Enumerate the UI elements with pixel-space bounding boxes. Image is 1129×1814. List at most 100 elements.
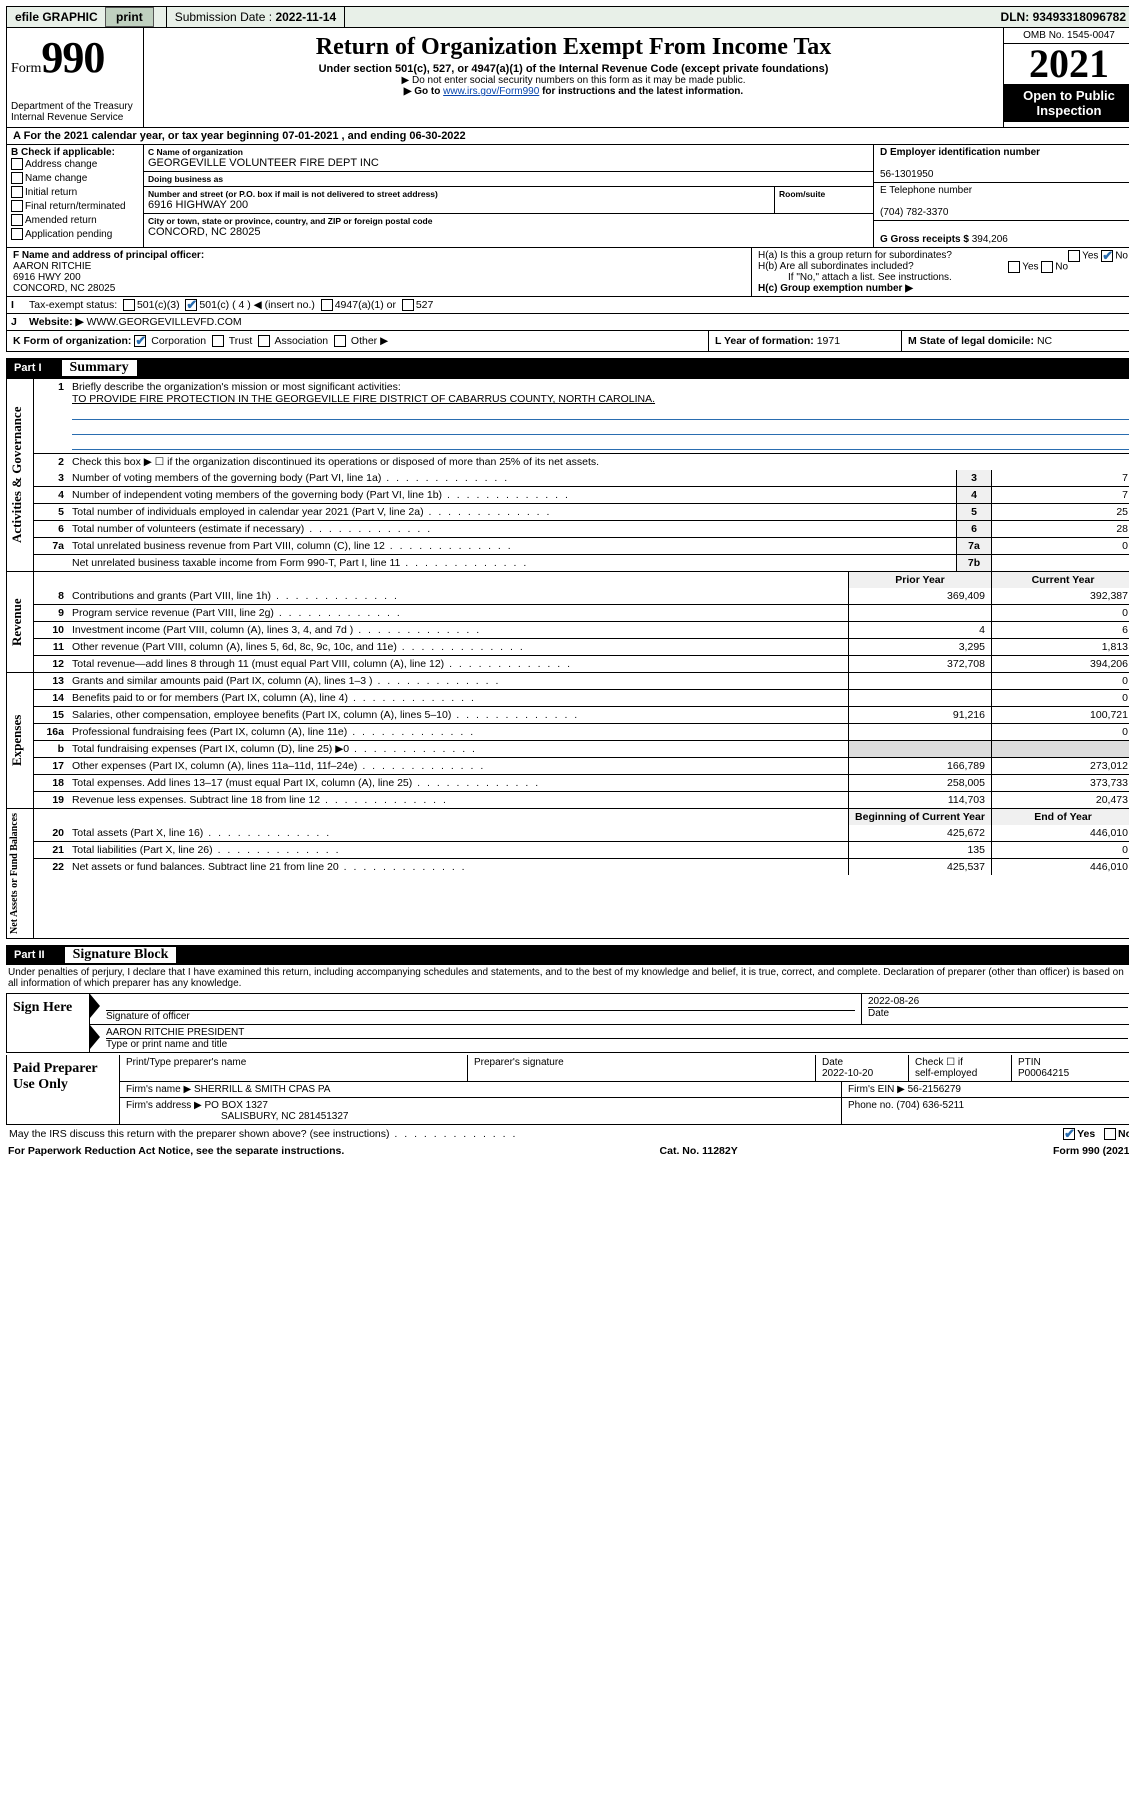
efile-label: efile GRAPHIC [15,10,98,24]
line-num: b [34,741,68,757]
opt-4947: 4947(a)(1) or [335,299,396,311]
line-text: Investment income (Part VIII, column (A)… [68,622,848,638]
l-label: L Year of formation: [715,335,814,347]
self-emp-b: self-employed [915,1068,977,1079]
line-val: 28 [991,521,1129,537]
tax-period-row: A For the 2021 calendar year, or tax yea… [6,128,1129,145]
hb-no[interactable] [1041,261,1053,273]
firm-ein-label: Firm's EIN ▶ [848,1084,905,1095]
ptin-value: P00064215 [1018,1068,1069,1079]
table-row: 16a Professional fundraising fees (Part … [34,723,1129,740]
prior-val: 425,672 [848,825,991,841]
dln-value: 93493318096782 [1033,10,1126,24]
opt-corp: Corporation [151,335,206,347]
curr-val: 0 [991,605,1129,621]
mission-line [72,421,1129,435]
chk-other[interactable] [334,335,346,347]
line-num: 10 [34,622,68,638]
open-public-badge: Open to Public Inspection [1004,84,1129,122]
chk-name-change[interactable] [11,172,23,184]
dept-treasury: Department of the Treasury Internal Reve… [11,101,139,123]
k-label: K Form of organization: [13,335,131,347]
line-text: Net assets or fund balances. Subtract li… [68,859,848,875]
irs-link[interactable]: www.irs.gov/Form990 [443,86,539,97]
curr-val: 1,813 [991,639,1129,655]
chk-app-pending[interactable] [11,228,23,240]
org-name-label: C Name of organization [148,147,869,157]
form-header: Form990 Department of the Treasury Inter… [6,28,1129,128]
line-text: Grants and similar amounts paid (Part IX… [68,673,848,689]
mission-line [72,406,1129,420]
goto-post: for instructions and the latest informat… [539,86,743,97]
no-1: No [1115,251,1128,262]
ha-yes[interactable] [1068,250,1080,262]
chk-4947[interactable] [321,299,333,311]
opt-other: Other ▶ [351,335,388,347]
chk-501c3[interactable] [123,299,135,311]
table-row: 21 Total liabilities (Part X, line 26) 1… [34,841,1129,858]
chk-corp[interactable] [134,335,146,347]
chk-trust[interactable] [212,335,224,347]
chk-address-change[interactable] [11,158,23,170]
table-row: 17 Other expenses (Part IX, column (A), … [34,757,1129,774]
curr-val: 20,473 [991,792,1129,808]
line-text: Net unrelated business taxable income fr… [68,555,956,571]
line-num: 15 [34,707,68,723]
curr-val [991,741,1129,757]
opt-final-return: Final return/terminated [25,201,126,212]
line-val: 0 [991,538,1129,554]
curr-val: 446,010 [991,859,1129,875]
chk-501c[interactable] [185,299,197,311]
line-num [34,555,68,571]
submission-label: Submission Date : [175,10,272,24]
chk-assoc[interactable] [258,335,270,347]
line-text: Other revenue (Part VIII, column (A), li… [68,639,848,655]
prior-val: 369,409 [848,588,991,604]
print-button[interactable]: print [105,7,154,27]
discuss-question: May the IRS discuss this return with the… [9,1128,517,1140]
chk-initial-return[interactable] [11,186,23,198]
prior-val: 114,703 [848,792,991,808]
line-text: Number of voting members of the governin… [68,470,956,486]
form-number: 990 [41,33,104,82]
date-label: Date [868,1008,889,1019]
ha-no[interactable] [1101,250,1113,262]
prior-val: 4 [848,622,991,638]
table-row: 20 Total assets (Part X, line 16) 425,67… [34,825,1129,841]
curr-val: 373,733 [991,775,1129,791]
table-row: 11 Other revenue (Part VIII, column (A),… [34,638,1129,655]
curr-val: 0 [991,690,1129,706]
line-num: 7a [34,538,68,554]
row-i: I Tax-exempt status: 501(c)(3) 501(c) ( … [6,297,1129,314]
curr-val: 394,206 [991,656,1129,672]
line-num: 5 [34,504,68,520]
chk-527[interactable] [402,299,414,311]
chk-final-return[interactable] [11,200,23,212]
hb-label: H(b) Are all subordinates included? [758,261,914,272]
line-text: Other expenses (Part IX, column (A), lin… [68,758,848,774]
yes-1: Yes [1082,251,1098,262]
prep-date: 2022-10-20 [822,1068,873,1079]
hb-yes[interactable] [1008,261,1020,273]
discuss-no[interactable] [1104,1128,1116,1140]
line-text: Total fundraising expenses (Part IX, col… [68,741,848,757]
officer-label: F Name and address of principal officer: [13,250,204,261]
line-num: 4 [34,487,68,503]
curr-val: 0 [991,724,1129,740]
ein-label: D Employer identification number [880,147,1040,158]
subtitle-2: ▶ Do not enter social security numbers o… [148,75,999,86]
org-name: GEORGEVILLE VOLUNTEER FIRE DEPT INC [148,157,869,169]
table-row: 8 Contributions and grants (Part VIII, l… [34,588,1129,604]
line-text: Contributions and grants (Part VIII, lin… [68,588,848,604]
officer-addr2: CONCORD, NC 28025 [13,283,115,294]
firm-ein: 56-2156279 [908,1084,961,1095]
chk-amended[interactable] [11,214,23,226]
tax-year: 2021 [1004,44,1129,84]
part2-label: Part II [14,949,65,961]
firm-phone: (704) 636-5211 [896,1100,964,1111]
discuss-yes[interactable] [1063,1128,1075,1140]
firm-name: SHERRILL & SMITH CPAS PA [194,1084,331,1095]
part1-header: Part I Summary [6,358,1129,378]
discuss-no-lbl: No [1118,1128,1129,1140]
period-begin: 07-01-2021 [282,130,338,142]
